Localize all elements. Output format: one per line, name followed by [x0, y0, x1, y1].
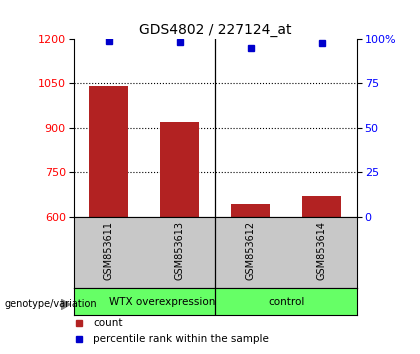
- Text: count: count: [93, 318, 123, 328]
- Text: GSM853611: GSM853611: [104, 221, 114, 280]
- Bar: [302, 196, 341, 217]
- Text: WTX overexpression: WTX overexpression: [109, 297, 215, 307]
- Title: GDS4802 / 227124_at: GDS4802 / 227124_at: [139, 23, 291, 36]
- Polygon shape: [61, 299, 70, 310]
- Text: GSM853613: GSM853613: [175, 221, 185, 280]
- Text: genotype/variation: genotype/variation: [4, 299, 97, 309]
- Text: percentile rank within the sample: percentile rank within the sample: [93, 334, 269, 344]
- Text: GSM853614: GSM853614: [317, 221, 327, 280]
- Text: GSM853612: GSM853612: [246, 221, 256, 280]
- Bar: [89, 86, 129, 217]
- Text: control: control: [268, 297, 304, 307]
- Bar: [231, 204, 270, 217]
- Bar: [160, 122, 200, 217]
